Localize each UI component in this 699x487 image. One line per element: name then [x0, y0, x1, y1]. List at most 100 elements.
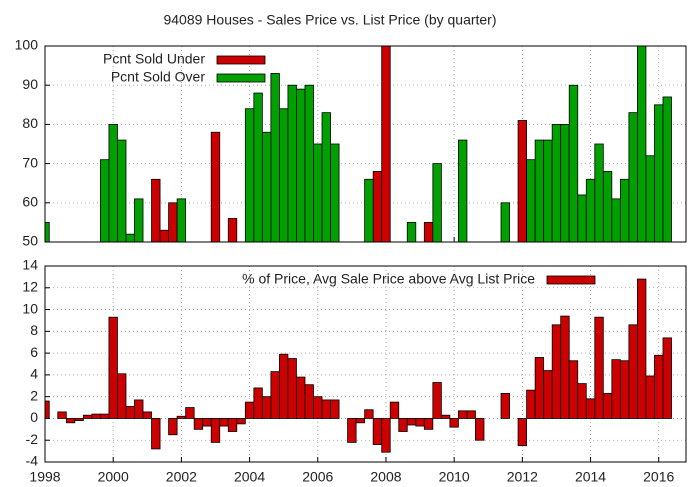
bar: [602, 392, 613, 419]
bar: [466, 410, 476, 419]
bar: [244, 401, 255, 419]
bar: [74, 418, 84, 422]
bar: [108, 124, 118, 242]
bar: [381, 418, 391, 453]
y-tick-label: 2: [30, 387, 38, 403]
bar: [364, 178, 374, 242]
y-tick-label: 12: [22, 278, 38, 294]
x-tick-label: 2002: [166, 469, 197, 485]
bar: [244, 108, 255, 242]
x-tick-label: 1998: [29, 469, 60, 485]
bar: [440, 414, 451, 419]
bar: [577, 194, 587, 242]
bar: [117, 139, 127, 242]
bar: [637, 46, 647, 242]
bar: [330, 143, 340, 242]
bar: [415, 418, 425, 427]
plot-area: [45, 278, 672, 453]
bar: [432, 382, 442, 419]
bar: [236, 418, 246, 425]
bar: [296, 376, 306, 419]
bar: [585, 178, 596, 242]
bar: [151, 418, 161, 450]
bar: [500, 202, 510, 242]
x-tick-label: 2016: [643, 469, 674, 485]
bar: [168, 418, 178, 436]
x-tick-label: 2004: [234, 469, 265, 485]
bar: [287, 84, 297, 242]
bar: [372, 418, 383, 445]
bar: [134, 399, 144, 419]
legend-swatch: [216, 55, 266, 65]
bar: [279, 108, 289, 242]
bar: [202, 418, 212, 427]
bar: [355, 418, 366, 424]
y-tick-label: 10: [22, 300, 38, 316]
y-tick-label: 50: [22, 233, 38, 249]
bar: [637, 278, 647, 419]
bar: [611, 359, 621, 419]
legend-label: Pcnt Sold Over: [111, 69, 205, 85]
bar: [594, 316, 604, 419]
x-tick-label: 2000: [98, 469, 129, 485]
bar: [372, 171, 383, 242]
bar: [330, 399, 340, 419]
bar: [313, 143, 323, 242]
bar: [270, 371, 280, 419]
bar: [100, 159, 110, 242]
y-tick-label: 100: [15, 37, 39, 53]
bar: [279, 353, 289, 419]
bar: [313, 396, 323, 419]
bar: [253, 387, 263, 419]
bar: [517, 120, 528, 242]
bar: [304, 84, 314, 242]
bar: [185, 407, 195, 419]
bar: [176, 415, 187, 419]
bar: [543, 139, 553, 242]
bar: [82, 414, 93, 419]
bar: [534, 357, 545, 419]
bar: [551, 324, 562, 419]
bar: [526, 389, 536, 419]
x-tick-label: 2012: [507, 469, 538, 485]
bar: [432, 163, 442, 242]
bar: [364, 409, 374, 419]
y-tick-label: 0: [30, 409, 38, 425]
bar: [568, 84, 579, 242]
bar: [449, 418, 459, 428]
bar: [543, 370, 553, 419]
bar: [219, 418, 229, 427]
bar: [100, 413, 110, 419]
bar: [193, 418, 204, 430]
bar: [423, 221, 434, 242]
y-tick-label: 14: [22, 257, 38, 273]
bar: [159, 229, 169, 242]
bar: [261, 131, 272, 242]
x-tick-label: 2010: [439, 469, 470, 485]
bar: [347, 418, 357, 443]
bar: [500, 392, 510, 419]
y-tick-label: 90: [22, 76, 38, 92]
y-tick-label: 80: [22, 115, 38, 131]
bar: [270, 73, 280, 242]
bar: [227, 418, 238, 432]
y-tick-label: -4: [26, 453, 39, 469]
bar: [654, 104, 664, 242]
bar: [168, 202, 178, 242]
bar: [594, 143, 604, 242]
plot-area: [45, 46, 672, 242]
bar: [321, 112, 331, 242]
y-tick-label: 60: [22, 194, 38, 210]
bar: [287, 358, 297, 419]
bar: [261, 396, 272, 419]
y-tick-label: 8: [30, 322, 38, 338]
bar: [585, 398, 596, 419]
bar: [321, 399, 331, 419]
bar: [662, 337, 672, 419]
x-tick-label: 2006: [302, 469, 333, 485]
bar: [406, 221, 417, 242]
bar: [602, 171, 613, 242]
y-tick-label: 70: [22, 154, 38, 170]
bar: [381, 46, 391, 242]
